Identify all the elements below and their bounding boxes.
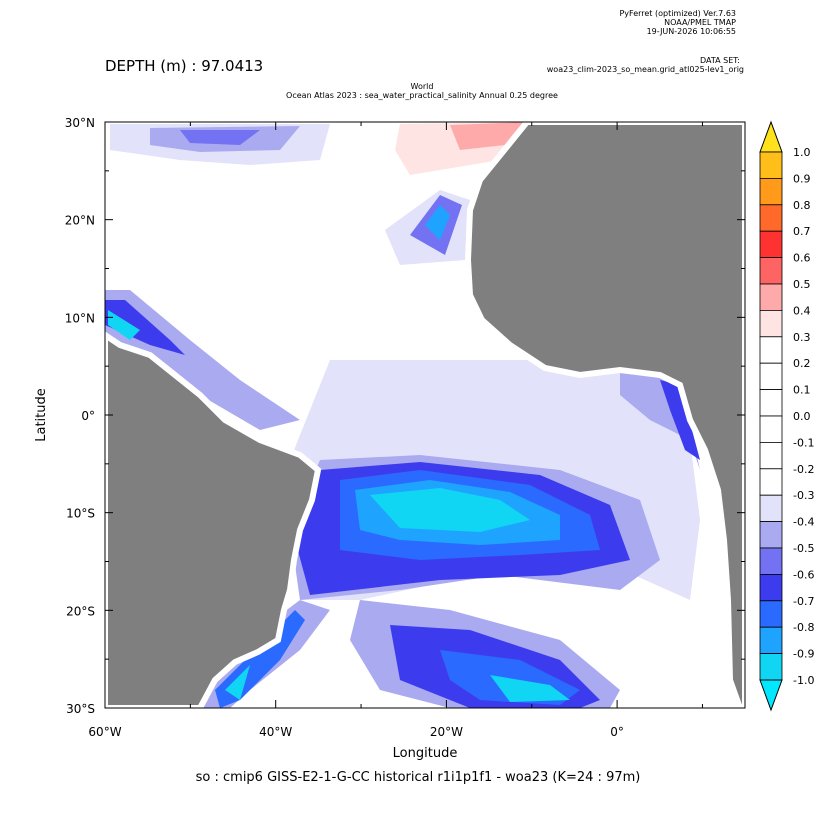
colorbar-over (759, 120, 783, 153)
colorbar-label: -0.9 (793, 648, 814, 661)
colorbar-box (759, 626, 783, 655)
field (105, 290, 300, 430)
y-tick-label: 20°N (65, 214, 95, 228)
field (108, 310, 140, 340)
colorbar-label: 0.3 (793, 331, 811, 344)
colorbar-label: -1.0 (793, 674, 814, 687)
colorbar-box (759, 547, 783, 575)
x-tick-label: 20°W (430, 725, 463, 739)
colorbar-box (759, 600, 783, 628)
x-tick-label: 60°W (88, 725, 121, 739)
subtitle: Ocean Atlas 2023 : sea_water_practical_s… (286, 91, 558, 100)
title: World (411, 82, 434, 91)
y-tick-label: 10°N (65, 311, 95, 325)
colorbar-box (759, 468, 783, 496)
y-tick-label: 0° (81, 409, 95, 423)
colorbar-label: 0.8 (793, 199, 811, 212)
colorbar-box (759, 336, 783, 364)
colorbar-label: -0.4 (793, 516, 814, 529)
field (450, 122, 527, 150)
map (102, 119, 748, 711)
field (660, 380, 700, 460)
colorbar-box (759, 151, 783, 179)
colorbar-label: 1.0 (793, 146, 811, 159)
colorbar-box (759, 362, 783, 391)
colorbar-label: -0.1 (793, 436, 814, 449)
dataset-label: DATA SET: (700, 56, 740, 65)
colorbar-label: 0.2 (793, 357, 811, 370)
colorbar-label: -0.7 (793, 595, 814, 608)
colorbar-box (759, 653, 783, 681)
colorbar-label: 0.0 (793, 410, 811, 423)
land-south-america (102, 329, 322, 711)
colorbar-box (759, 283, 783, 311)
colorbar-label: 0.4 (793, 304, 811, 317)
colorbar-label: 0.7 (793, 225, 811, 238)
colorbar-label: -0.3 (793, 489, 814, 502)
software: PyFerret (optimized) Ver.7.63 (619, 9, 736, 18)
colorbar-label: 0.9 (793, 172, 811, 185)
colorbar-label: -0.8 (793, 621, 814, 634)
x-tick-label: 0° (610, 725, 624, 739)
colorbar-box (759, 521, 783, 549)
field (105, 300, 185, 355)
y-tick-label: 20°S (66, 604, 95, 618)
colorbar-label: 0.6 (793, 252, 811, 265)
colorbar-under (759, 679, 783, 712)
colorbar-label: -0.5 (793, 542, 814, 555)
dataset: woa23_clim-2023_so_mean.grid_atl025-lev1… (547, 65, 744, 74)
depth: DEPTH (m) : 97.0413 (105, 57, 263, 75)
x-axis-label: Longitude (393, 746, 458, 761)
colorbar-label: -0.6 (793, 568, 814, 581)
field (490, 675, 570, 702)
field (225, 665, 250, 700)
field (425, 205, 450, 240)
caption: so : cmip6 GISS-E2-1-G-CC historical r1i… (196, 770, 641, 785)
colorbar-box (759, 177, 783, 206)
colorbar-box (759, 441, 783, 470)
colorbar-label: 0.1 (793, 384, 811, 397)
colorbar-label: -0.2 (793, 463, 814, 476)
lab: NOAA/PMEL TMAP (664, 18, 736, 27)
colorbar-box (759, 230, 783, 258)
colorbar-box (759, 389, 783, 417)
field (370, 488, 530, 532)
colorbar-box (759, 309, 783, 338)
y-tick-label: 30°N (65, 116, 95, 130)
colorbar-box (759, 494, 783, 523)
date: 19-JUN-2026 10:06:55 (647, 27, 736, 36)
y-axis-label: Latitude (34, 388, 49, 442)
colorbar-box (759, 574, 783, 602)
colorbar-box (759, 204, 783, 232)
y-tick-label: 30°S (66, 702, 95, 716)
colorbar-box (759, 257, 783, 285)
colorbar-label: 0.5 (793, 278, 811, 291)
x-tick-label: 40°W (259, 725, 292, 739)
y-tick-label: 10°S (66, 507, 95, 521)
land-africa (464, 119, 748, 711)
field (180, 130, 260, 145)
colorbar-box (759, 415, 783, 443)
